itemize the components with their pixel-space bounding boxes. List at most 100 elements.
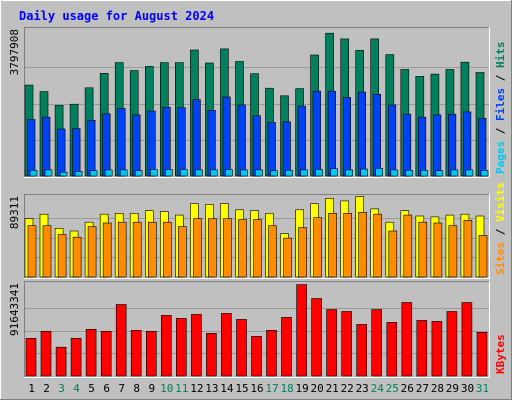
- bar-kbytes-day-2: [40, 330, 52, 377]
- x-tick-label-day-12: 12: [190, 382, 203, 395]
- x-tick-label-day-28: 28: [431, 382, 444, 395]
- x-tick-label-day-29: 29: [446, 382, 459, 395]
- bar-kbytes-day-11: [176, 318, 187, 377]
- panel-1: 3797908 Pages / Files / Hits: [8, 27, 507, 178]
- legend-entry: Visits: [494, 182, 507, 228]
- legend-entry: Files: [494, 88, 507, 128]
- bar-files-day-29: [448, 113, 457, 177]
- bar-sites-day-25: [388, 230, 398, 278]
- bar-kbytes-day-27: [416, 320, 428, 377]
- bar-files-day-1: [27, 119, 36, 177]
- bar-files-day-12: [192, 99, 201, 177]
- bar-pages-day-26: [405, 170, 414, 177]
- legend-entry: Sites: [494, 242, 507, 275]
- bar-files-day-8: [132, 114, 141, 177]
- bar-files-day-22: [342, 97, 352, 177]
- bar-sites-day-10: [163, 221, 172, 278]
- bar-sites-day-20: [313, 217, 322, 278]
- bar-pages-day-25: [390, 169, 399, 177]
- bar-kbytes-day-10: [161, 315, 172, 377]
- bar-sites-day-13: [208, 218, 217, 278]
- bar-sites-day-15: [238, 219, 247, 278]
- bar-files-day-15: [237, 104, 246, 177]
- bar-sites-day-22: [343, 213, 353, 278]
- bar-pages-day-18: [285, 170, 293, 177]
- bar-files-day-30: [463, 111, 472, 177]
- bar-pages-day-15: [240, 169, 248, 177]
- x-tick-label-day-17: 17: [265, 382, 278, 395]
- bar-files-day-10: [162, 107, 171, 177]
- x-tick-label-day-19: 19: [295, 382, 308, 395]
- x-tick-label-day-3: 3: [58, 382, 65, 395]
- bar-pages-day-22: [345, 169, 354, 177]
- x-tick-label-day-14: 14: [220, 382, 234, 395]
- bar-kbytes-day-23: [356, 324, 368, 377]
- bar-files-day-16: [252, 115, 261, 177]
- x-tick-label-day-31: 31: [476, 382, 489, 395]
- legend-entry: KBytes: [494, 334, 507, 374]
- bar-sites-day-19: [298, 227, 307, 278]
- bar-pages-day-20: [315, 169, 323, 177]
- bar-sites-day-21: [328, 213, 337, 278]
- bar-sites-day-1: [27, 225, 37, 278]
- x-tick-label-day-21: 21: [326, 382, 339, 395]
- legend-entry: /: [494, 228, 507, 242]
- x-tick-label-day-6: 6: [103, 382, 110, 395]
- legend-entry: Hits: [494, 42, 507, 75]
- x-tick-label-day-18: 18: [280, 382, 293, 395]
- bar-files-day-23: [357, 91, 367, 177]
- x-tick-label-day-24: 24: [371, 382, 385, 395]
- bar-pages-day-8: [134, 170, 143, 177]
- legend-entry: Pages: [494, 141, 507, 174]
- bar-kbytes-day-6: [100, 330, 112, 377]
- bar-pages-day-27: [420, 170, 429, 177]
- bar-kbytes-day-31: [476, 331, 488, 377]
- bar-files-day-4: [72, 128, 81, 177]
- bar-kbytes-day-8: [130, 329, 142, 377]
- x-tick-label-day-13: 13: [205, 382, 218, 395]
- bar-kbytes-day-17: [266, 329, 277, 377]
- bar-sites-day-2: [42, 225, 52, 278]
- bar-sites-day-4: [72, 236, 82, 278]
- bar-pages-day-14: [225, 169, 233, 177]
- bar-kbytes-day-28: [431, 321, 443, 377]
- bar-files-day-9: [147, 110, 156, 177]
- bar-files-day-31: [478, 118, 487, 177]
- x-tick-label-day-1: 1: [28, 382, 35, 395]
- x-tick-label-day-10: 10: [160, 382, 173, 395]
- bar-pages-day-31: [480, 170, 489, 177]
- bar-pages-day-7: [119, 169, 128, 177]
- x-tick-label-day-2: 2: [43, 382, 50, 395]
- x-tick-label-day-5: 5: [88, 382, 95, 395]
- x-tick-label-day-20: 20: [310, 382, 323, 395]
- bar-pages-day-17: [270, 170, 278, 177]
- chart-panels: 3797908 Pages / Files / Hits 89311 Sites / …: [8, 27, 507, 378]
- bar-pages-day-6: [104, 169, 113, 177]
- bar-sites-day-29: [448, 225, 458, 278]
- bar-kbytes-day-20: [311, 298, 322, 377]
- bar-sites-day-24: [373, 213, 383, 278]
- x-tick-label-day-15: 15: [235, 382, 248, 395]
- bar-pages-day-1: [29, 170, 38, 177]
- panel-2: 89311 Sites / Visits: [8, 182, 507, 279]
- bar-pages-day-30: [465, 169, 474, 177]
- bar-files-day-3: [57, 128, 66, 177]
- bar-files-day-28: [433, 114, 442, 177]
- bar-pages-day-2: [44, 169, 53, 177]
- x-tick-label-day-27: 27: [416, 382, 429, 395]
- bar-pages-day-12: [195, 169, 203, 177]
- x-tick-label-day-22: 22: [341, 382, 354, 395]
- bar-files-day-19: [297, 105, 306, 177]
- bar-kbytes-day-14: [221, 313, 232, 377]
- bar-kbytes-day-26: [401, 302, 413, 377]
- bar-kbytes-day-3: [55, 346, 67, 377]
- bar-pages-day-9: [150, 169, 158, 177]
- panel-3: 91643341 KBytes: [8, 281, 507, 378]
- bar-files-day-7: [117, 108, 126, 177]
- bar-sites-day-23: [358, 212, 368, 278]
- bar-kbytes-day-30: [461, 302, 473, 377]
- bar-kbytes-day-7: [115, 304, 127, 377]
- bar-sites-day-5: [87, 226, 97, 278]
- bar-pages-day-21: [330, 168, 338, 177]
